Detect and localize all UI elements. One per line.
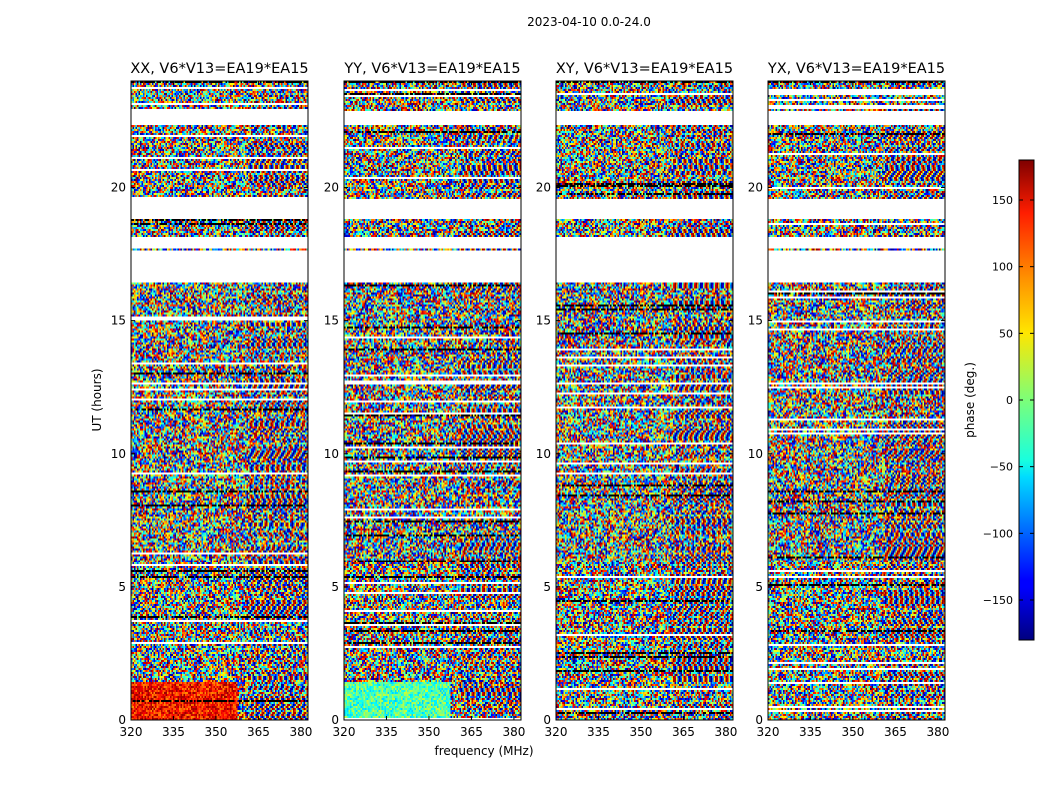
x-tick-label: 320 [333, 725, 356, 739]
panel-title: XY, V6*V13=EA19*EA15 [556, 61, 733, 77]
x-tick-label: 365 [672, 725, 695, 739]
x-tick-label: 380 [714, 725, 737, 739]
x-tick-label: 365 [247, 725, 270, 739]
panel-frame [343, 80, 522, 721]
x-tick-label: 320 [545, 725, 568, 739]
x-tick-label: 380 [502, 725, 525, 739]
x-tick-label: 365 [884, 725, 907, 739]
y-tick-label: 10 [111, 447, 126, 461]
y-tick-label: 5 [543, 580, 551, 594]
y-tick-label: 20 [111, 181, 126, 195]
x-tick-label: 320 [757, 725, 780, 739]
y-tick-label: 20 [536, 181, 551, 195]
colorbar-tick-label: −100 [983, 527, 1013, 540]
panel-frame [767, 80, 946, 721]
panel-frame [555, 80, 734, 721]
y-tick-label: 5 [118, 580, 126, 594]
x-tick-label: 335 [375, 725, 398, 739]
x-tick-label: 335 [587, 725, 610, 739]
phase-waterfall-image [344, 81, 521, 720]
y-tick-label: 20 [324, 181, 339, 195]
y-tick-label: 5 [755, 580, 763, 594]
y-axis-label: UT (hours) [90, 368, 104, 431]
y-tick-label: 15 [111, 314, 126, 328]
x-tick-label: 365 [460, 725, 483, 739]
colorbar-tick-label: −50 [990, 461, 1013, 474]
y-tick-label: 0 [543, 713, 551, 727]
colorbar-tick-label: 0 [1006, 394, 1013, 407]
y-tick-label: 0 [118, 713, 126, 727]
x-tick-label: 350 [842, 725, 865, 739]
y-tick-label: 10 [324, 447, 339, 461]
colorbar-tick-label: 150 [992, 194, 1013, 207]
panel-xy: XY, V6*V13=EA19*EA15 320 335 350 365 380 0 5 10 1… [536, 61, 738, 739]
x-tick-label: 350 [630, 725, 653, 739]
phase-waterfall-image [768, 81, 945, 720]
x-tick-label: 350 [418, 725, 441, 739]
y-tick-label: 15 [536, 314, 551, 328]
y-tick-label: 0 [331, 713, 339, 727]
panel-xx: XX, V6*V13=EA19*EA15 320 335 350 365 380 0 5 10 1… [111, 61, 313, 739]
x-tick-label: 335 [162, 725, 185, 739]
colorbar-tick-label: 100 [992, 261, 1013, 274]
y-tick-label: 0 [755, 713, 763, 727]
panel-title: YX, V6*V13=EA19*EA15 [767, 61, 945, 77]
colorbar-label: phase (deg.) [963, 362, 977, 438]
y-tick-label: 10 [748, 447, 763, 461]
panel-frame [130, 80, 309, 721]
x-axis-label: frequency (MHz) [434, 744, 533, 758]
y-tick-label: 15 [748, 314, 763, 328]
x-tick-label: 320 [120, 725, 143, 739]
panel-title: XX, V6*V13=EA19*EA15 [130, 61, 308, 77]
x-tick-label: 350 [205, 725, 228, 739]
y-tick-label: 20 [748, 181, 763, 195]
phase-waterfall-image [556, 81, 733, 720]
panel-yx: YX, V6*V13=EA19*EA15 320 335 350 365 380 0 5 10 1… [748, 61, 950, 739]
x-tick-label: 335 [799, 725, 822, 739]
y-tick-label: 15 [324, 314, 339, 328]
panel-title: YY, V6*V13=EA19*EA15 [343, 61, 520, 77]
colorbar-tick-label: −150 [983, 594, 1013, 607]
x-tick-label: 380 [926, 725, 949, 739]
y-tick-label: 5 [331, 580, 339, 594]
colorbar: −150 −100 −50 0 50 100 150 phase (deg.) [963, 159, 1035, 641]
x-tick-label: 380 [289, 725, 312, 739]
figure-title: 2023-04-10 0.0-24.0 [527, 15, 651, 29]
phase-waterfall-image [131, 81, 308, 720]
colorbar-tick-label: 50 [999, 327, 1013, 340]
panel-yy: YY, V6*V13=EA19*EA15 320 335 350 365 380 0 5 10 1… [324, 61, 526, 739]
y-tick-label: 10 [536, 447, 551, 461]
